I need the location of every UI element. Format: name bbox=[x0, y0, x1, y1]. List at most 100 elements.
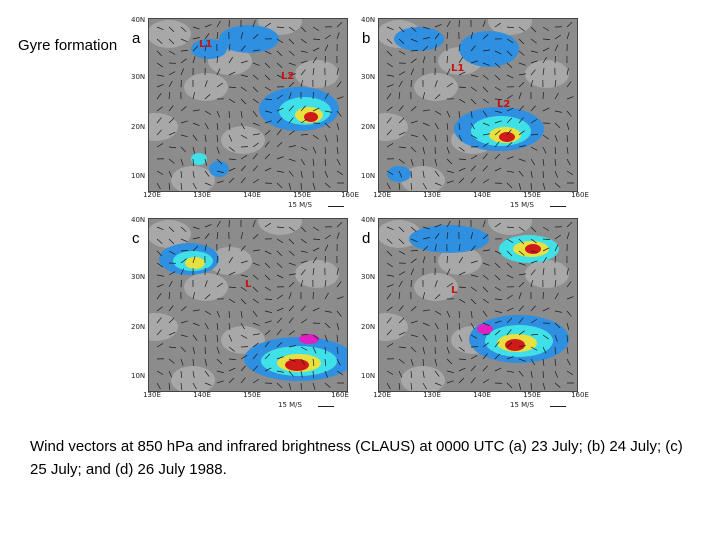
wind-vector bbox=[434, 280, 438, 288]
wind-vector bbox=[566, 122, 570, 130]
wind-vector bbox=[204, 146, 206, 155]
wind-vector bbox=[336, 358, 341, 366]
wind-vector bbox=[300, 26, 307, 33]
wind-vector bbox=[506, 107, 514, 112]
panel-c: c 40N 30N 20N 10N L 130E 140E 150E 160E … bbox=[130, 210, 354, 415]
wind-vector bbox=[410, 258, 417, 264]
wind-vector bbox=[458, 271, 466, 276]
wind-vector bbox=[506, 50, 513, 57]
wind-vector bbox=[566, 322, 570, 330]
wind-vector bbox=[554, 292, 559, 300]
wind-vector bbox=[494, 274, 501, 281]
wind-vector bbox=[434, 24, 442, 28]
wind-vector bbox=[422, 237, 430, 240]
wind-vector bbox=[518, 382, 522, 390]
wind-vector bbox=[506, 342, 513, 348]
wind-vector bbox=[276, 250, 283, 257]
wind-vector bbox=[156, 226, 164, 230]
wind-vector bbox=[410, 346, 417, 353]
lon-label: 150E bbox=[293, 191, 311, 199]
wind-vector bbox=[192, 92, 196, 100]
wind-vector bbox=[216, 55, 218, 64]
wind-vector bbox=[398, 370, 403, 378]
wind-vector bbox=[300, 370, 303, 378]
wind-vector bbox=[216, 82, 223, 88]
wind-vector bbox=[530, 358, 536, 366]
wind-vector bbox=[252, 49, 260, 52]
wind-vector bbox=[566, 68, 569, 76]
wind-vector bbox=[386, 74, 394, 77]
wind-vector bbox=[506, 38, 514, 43]
cloud-patch bbox=[525, 60, 569, 88]
wind-vector bbox=[216, 110, 221, 118]
wind-vector bbox=[458, 158, 467, 160]
wind-vector bbox=[264, 367, 272, 372]
wind-vector bbox=[240, 355, 248, 360]
cloud-patch bbox=[525, 260, 569, 288]
wind-vector bbox=[470, 60, 478, 64]
wind-vector bbox=[506, 370, 514, 373]
wind-vector bbox=[446, 358, 453, 365]
wind-vector bbox=[458, 146, 465, 152]
wind-vector bbox=[192, 358, 194, 367]
wind-vector bbox=[336, 122, 340, 130]
wind-vector bbox=[518, 158, 526, 162]
wind-vector bbox=[276, 370, 284, 373]
wind-vector bbox=[180, 238, 188, 243]
wind-vector bbox=[458, 167, 466, 172]
wind-vector bbox=[264, 98, 273, 101]
wind-vector bbox=[530, 170, 533, 178]
cloud-patch bbox=[379, 113, 408, 141]
wind-vector bbox=[470, 155, 478, 160]
cloud-patch bbox=[149, 20, 191, 48]
wind-vector bbox=[446, 282, 453, 288]
wind-vector bbox=[470, 122, 475, 130]
wind-vector bbox=[168, 317, 175, 324]
lon-label: 120E bbox=[143, 191, 161, 199]
wind-vector bbox=[554, 182, 561, 188]
wind-vector bbox=[264, 298, 273, 301]
wind-vector bbox=[422, 146, 425, 154]
wind-vector bbox=[518, 38, 525, 45]
wind-vector bbox=[410, 38, 418, 43]
wind-vector bbox=[410, 120, 418, 124]
wind-vector bbox=[204, 80, 208, 88]
wind-vector bbox=[554, 234, 561, 240]
wind-vector bbox=[398, 292, 401, 300]
wind-vector bbox=[554, 334, 558, 342]
wind-vector bbox=[288, 317, 294, 324]
wind-vector bbox=[518, 238, 525, 245]
convection-area bbox=[285, 359, 309, 371]
wind-vector bbox=[264, 130, 271, 136]
wind-vector bbox=[542, 370, 544, 379]
wind-vector bbox=[156, 250, 163, 257]
convection-area bbox=[219, 25, 279, 53]
lat-label: 10N bbox=[131, 372, 146, 380]
wind-vector bbox=[386, 293, 392, 300]
wind-vector bbox=[410, 58, 417, 64]
wind-vector bbox=[228, 110, 230, 119]
wind-vector bbox=[156, 38, 163, 44]
wind-vector bbox=[276, 117, 283, 124]
wind-vector bbox=[336, 370, 344, 376]
wind-vector bbox=[216, 220, 221, 228]
wind-vector bbox=[204, 94, 211, 100]
wind-vector bbox=[192, 309, 200, 312]
wind-vector bbox=[494, 98, 503, 101]
wind-vector bbox=[180, 120, 188, 124]
wind-vector bbox=[204, 24, 212, 28]
wind-vector bbox=[434, 146, 436, 155]
wind-vector bbox=[192, 322, 200, 326]
wind-vector bbox=[386, 317, 392, 324]
wind-vector bbox=[446, 32, 449, 40]
wind-vector bbox=[398, 331, 406, 336]
wind-vector bbox=[494, 74, 501, 81]
wind-vector bbox=[312, 158, 315, 166]
wind-vector bbox=[506, 356, 514, 360]
wind-vector bbox=[470, 177, 476, 184]
wind-vector bbox=[168, 170, 173, 178]
wind-vector bbox=[156, 238, 163, 244]
wind-vector bbox=[470, 365, 476, 372]
wind-vector bbox=[566, 281, 572, 288]
wind-vector bbox=[470, 274, 478, 277]
